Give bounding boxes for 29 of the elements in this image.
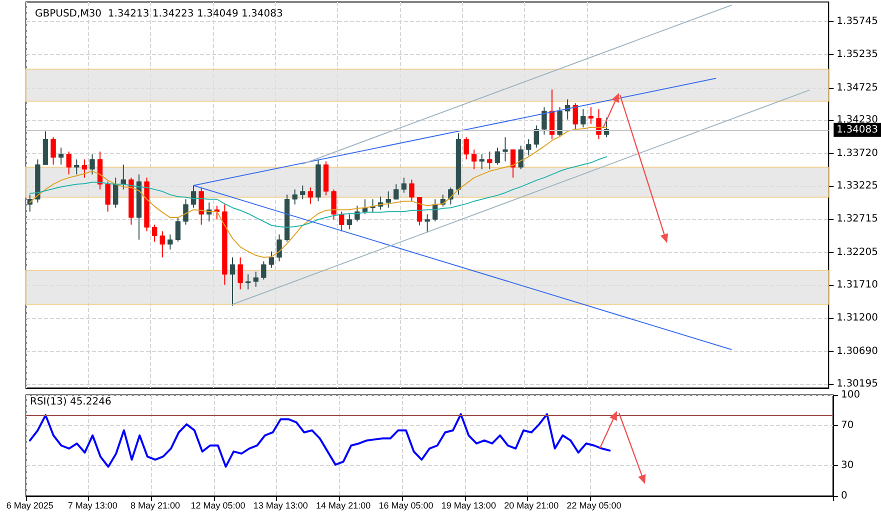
y-tick-label: 1.34230 [836, 114, 878, 126]
annotation: RSI(13) 45.2246 [30, 396, 112, 408]
x-tick-label: 19 May 13:00 [441, 500, 496, 510]
x-tick-label: 13 May 13:00 [253, 500, 308, 510]
y-tick-label: 30 [841, 460, 854, 472]
x-tick-label: 12 May 05:00 [190, 500, 246, 510]
ref-line-label: 1.34083 [836, 124, 878, 136]
y-tick-label: 1.30195 [836, 378, 878, 390]
y-tick-label: 1.32205 [836, 246, 878, 258]
y-tick-label: 1.33720 [836, 148, 878, 160]
y-tick-label: 1.30690 [836, 346, 878, 357]
x-tick-label: 8 May 21:00 [130, 500, 180, 510]
y-tick-label: 1.34725 [836, 82, 878, 94]
x-tick-label: 16 May 05:00 [378, 500, 434, 510]
y-tick-label: 1.31200 [836, 312, 878, 324]
x-tick-label: 7 May 13:00 [68, 500, 118, 510]
y-tick-label: 1.31710 [836, 279, 878, 290]
x-tick-label: 14 May 21:00 [316, 500, 371, 510]
x-tick-label: 6 May 2025 [6, 500, 54, 510]
y-tick-label: 1.35235 [836, 49, 878, 60]
y-tick-label: 1.35745 [836, 16, 878, 27]
y-tick-label: 100 [841, 390, 860, 400]
y-tick-label: 1.32715 [836, 214, 878, 225]
y-tick-label: 0 [841, 490, 848, 502]
y-tick-label: 70 [841, 420, 854, 431]
text: GBPUSD,M30 1.34213 1.34223 1.34049 1.34083 [35, 8, 283, 20]
x-tick-label: 22 May 05:00 [566, 500, 622, 510]
y-tick-label: 1.33225 [836, 180, 878, 192]
x-tick-label: 20 May 21:00 [504, 500, 559, 510]
